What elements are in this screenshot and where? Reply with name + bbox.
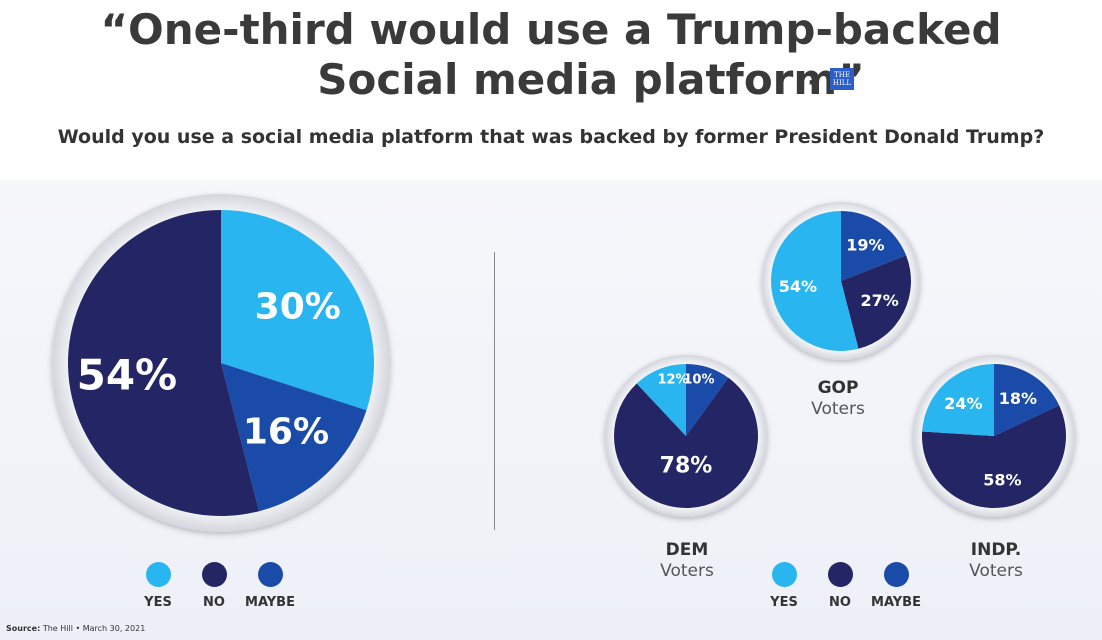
pie-value-label-maybe: 18% — [999, 389, 1037, 408]
pie-slice-maybe — [221, 363, 367, 512]
the-hill-logo: THE HILL — [830, 68, 854, 90]
legend-swatch-no — [201, 562, 227, 587]
pie-slice-yes — [221, 210, 374, 411]
pie-value-label-yes: 54% — [779, 277, 817, 296]
pie-slice-no — [922, 405, 1066, 508]
legend-label-yes: YES — [770, 595, 798, 610]
legend-label-no: NO — [203, 595, 225, 610]
legend-label-maybe: MAYBE — [871, 595, 921, 610]
pie-slice-no — [614, 377, 758, 508]
pie-value-label-maybe: 10% — [683, 372, 714, 387]
pie-slice-maybe — [994, 364, 1060, 436]
headline-line-2: Social media platform” — [317, 55, 865, 104]
pie-value-label-yes: 24% — [944, 394, 982, 413]
legend-item-yes: YES — [754, 562, 814, 610]
gop-group-label: GOP Voters — [758, 378, 918, 420]
dem-group-label: DEM Voters — [607, 540, 767, 582]
pie-value-label-no: 54% — [77, 350, 178, 399]
indp-group-label: INDP. Voters — [916, 540, 1076, 582]
legend-item-no: NO — [184, 562, 244, 610]
group-name: INDP. — [970, 540, 1022, 560]
headline-line-1: “One-third would use a Trump-backed — [100, 5, 1002, 54]
overall-pie-chart: 30% 16% 54% — [52, 194, 390, 532]
group-name: DEM — [665, 540, 709, 560]
pie-slice-yes — [771, 211, 859, 351]
group-sub: Voters — [969, 561, 1023, 581]
legend-swatch-yes — [145, 562, 171, 587]
pie-slice-maybe — [841, 211, 907, 281]
pie-slice-no — [68, 210, 260, 516]
source-text: The Hill • March 30, 2021 — [42, 624, 146, 633]
legend-label-yes: YES — [144, 595, 172, 610]
pie-value-label-maybe: 19% — [846, 236, 884, 255]
legend-swatch-no — [827, 562, 853, 587]
legend-item-yes: YES — [128, 562, 188, 610]
pie-value-label-yes: 30% — [255, 287, 341, 328]
headline-separator: - — [808, 64, 821, 99]
legend-label-no: NO — [829, 595, 851, 610]
group-name: GOP — [817, 378, 859, 398]
legend-item-maybe: MAYBE — [866, 562, 926, 610]
dem-pie-chart: 10% 78% 12% — [605, 355, 767, 517]
gop-pie-chart: 19% 27% 54% — [762, 202, 920, 360]
pie-value-label-maybe: 16% — [243, 412, 329, 453]
pie-slice-no — [841, 255, 911, 349]
pie-slice-yes — [636, 364, 686, 436]
source-label: Source: — [6, 624, 41, 633]
pie-value-label-no: 27% — [861, 291, 899, 310]
legend-item-no: NO — [810, 562, 870, 610]
pie-value-label-no: 58% — [983, 470, 1021, 489]
group-sub: Voters — [811, 399, 865, 419]
pie-value-label-yes: 12% — [657, 372, 688, 387]
legend-swatch-yes — [771, 562, 797, 587]
pie-value-label-no: 78% — [660, 454, 713, 479]
group-sub: Voters — [660, 561, 714, 581]
indp-pie-chart: 18% 58% 24% — [913, 355, 1075, 517]
legend-item-maybe: MAYBE — [240, 562, 300, 610]
legend-label-maybe: MAYBE — [245, 595, 295, 610]
source-note: Source: The Hill • March 30, 2021 — [6, 624, 145, 633]
pie-slice-maybe — [686, 364, 729, 436]
survey-question: Would you use a social media platform th… — [57, 126, 1045, 148]
pie-slice-yes — [922, 364, 994, 436]
legend-swatch-maybe — [883, 562, 909, 587]
section-divider — [494, 252, 495, 530]
legend-swatch-maybe — [257, 562, 283, 587]
